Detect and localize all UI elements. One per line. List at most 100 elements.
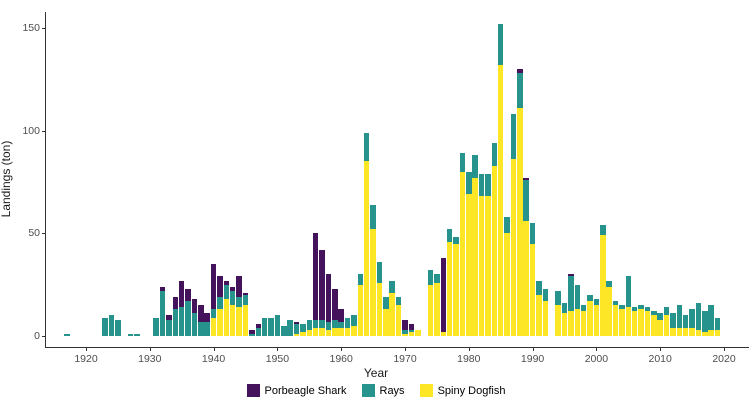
legend-item: Rays	[361, 384, 405, 397]
bar-1969-bar-segment-rays	[395, 296, 402, 306]
y-tick-mark	[42, 233, 45, 235]
bar-1962-bar-segment-rays	[351, 315, 357, 326]
bar-1955-bar-segment-rays	[306, 319, 313, 330]
bar-1983-bar-segment-rays	[485, 173, 491, 197]
bar-1995-bar-segment-rays	[561, 303, 568, 314]
bar-2011-bar-segment-rays	[663, 307, 670, 316]
legend-label: Spiny Dogfish	[437, 384, 506, 397]
bar-1951-bar-segment-rays	[281, 325, 287, 336]
bar-1955-bar-segment-spiny-dogfish	[306, 329, 313, 336]
bar-1928-bar-segment-rays	[134, 333, 140, 336]
bar-2006-bar-segment-spiny-dogfish	[631, 311, 638, 336]
x-tick-mark	[724, 348, 725, 351]
bar-1927-bar-segment-rays	[127, 333, 134, 336]
bar-1917-bar-segment-rays	[64, 333, 70, 336]
bar-1965-bar-segment-rays	[370, 204, 376, 230]
bar-1958-bar-segment-spiny-dogfish	[325, 329, 332, 336]
bar-1974-bar-segment-rays	[427, 270, 434, 285]
bar-1956-bar-segment-rays	[312, 319, 319, 328]
bar-2016-bar-segment-rays	[695, 303, 702, 330]
bar-1953-bar-segment-spiny-dogfish	[293, 333, 300, 336]
legend-swatch-porbeagle-shark	[246, 384, 260, 397]
bar-1983-bar-segment-spiny-dogfish	[485, 196, 491, 336]
bar-2007-bar-segment-spiny-dogfish	[638, 309, 644, 336]
bar-2003-bar-segment-rays	[612, 301, 619, 306]
bar-1999-bar-segment-rays	[587, 294, 593, 302]
bar-1975-bar-segment-spiny-dogfish	[434, 282, 440, 336]
bar-1988-bar-segment-porbeagle-shark	[517, 69, 523, 74]
bar-1946-bar-segment-porbeagle-shark	[249, 329, 255, 334]
bar-1987-bar-segment-spiny-dogfish	[510, 159, 517, 336]
bar-1931-bar-segment-rays	[153, 317, 159, 336]
bar-1960-bar-segment-rays	[338, 321, 344, 328]
bar-1935-bar-segment-porbeagle-shark	[178, 280, 185, 308]
bar-1966-bar-segment-rays	[376, 262, 383, 283]
bar-1954-bar-segment-spiny-dogfish	[300, 331, 306, 336]
bar-1987-bar-segment-rays	[510, 114, 517, 160]
bar-1943-bar-segment-rays	[229, 290, 236, 306]
bar-2000-bar-segment-spiny-dogfish	[593, 305, 600, 336]
bar-2002-bar-segment-rays	[606, 280, 612, 287]
bar-2009-bar-segment-rays	[651, 311, 657, 316]
bar-1971-bar-segment-rays	[408, 329, 415, 332]
bar-1999-bar-segment-spiny-dogfish	[587, 301, 593, 336]
bar-1945-bar-segment-porbeagle-shark	[242, 292, 249, 295]
x-tick-mark	[660, 348, 662, 351]
legend-swatch-rays	[361, 384, 375, 397]
bar-2001-bar-segment-rays	[600, 225, 606, 236]
bar-1984-bar-segment-spiny-dogfish	[491, 165, 498, 336]
bar-1953-bar-segment-porbeagle-shark	[293, 321, 300, 324]
bar-1933-bar-segment-rays	[166, 319, 172, 336]
bar-1961-bar-segment-spiny-dogfish	[344, 327, 351, 336]
bar-2005-bar-segment-rays	[625, 276, 632, 308]
bar-2010-bar-segment-rays	[657, 313, 663, 320]
bar-2004-bar-segment-spiny-dogfish	[619, 309, 625, 336]
bar-2007-bar-segment-rays	[638, 305, 644, 310]
bar-1947-bar-segment-rays	[255, 327, 261, 336]
legend-item: Porbeagle Shark	[246, 384, 347, 397]
bar-2015-bar-segment-rays	[689, 309, 695, 328]
x-tick-label: 2020	[712, 353, 736, 365]
bar-1968-bar-segment-spiny-dogfish	[389, 292, 395, 336]
bar-1932-bar-segment-porbeagle-shark	[159, 286, 166, 291]
bar-2009-bar-segment-spiny-dogfish	[651, 315, 657, 336]
bar-1981-bar-segment-spiny-dogfish	[472, 177, 478, 336]
bar-1985-bar-segment-spiny-dogfish	[497, 64, 504, 336]
bar-1996-bar-segment-porbeagle-shark	[568, 274, 574, 277]
legend-swatch-spiny-dogfish	[419, 384, 433, 397]
bar-1994-bar-segment-spiny-dogfish	[555, 305, 561, 336]
bar-1984-bar-segment-rays	[491, 142, 498, 166]
bar-1996-bar-segment-rays	[568, 276, 574, 312]
bar-1978-bar-segment-rays	[453, 237, 459, 244]
bar-1971-bar-segment-spiny-dogfish	[408, 331, 415, 336]
bar-1970-bar-segment-spiny-dogfish	[402, 333, 408, 336]
bar-1992-bar-segment-spiny-dogfish	[542, 301, 549, 336]
bar-1988-bar-segment-spiny-dogfish	[517, 108, 523, 336]
x-tick-mark	[341, 348, 343, 351]
x-tick-mark	[213, 348, 215, 351]
bar-1974-bar-segment-spiny-dogfish	[427, 284, 434, 336]
x-tick-label: 2000	[584, 353, 609, 365]
bar-1943-bar-segment-spiny-dogfish	[229, 305, 236, 336]
bar-1959-bar-segment-spiny-dogfish	[332, 327, 338, 336]
bar-1941-bar-segment-spiny-dogfish	[217, 309, 223, 336]
bar-1938-bar-segment-porbeagle-shark	[198, 305, 204, 322]
bar-2013-bar-segment-spiny-dogfish	[676, 327, 683, 336]
x-tick-label: 1930	[138, 353, 162, 365]
bar-1957-bar-segment-porbeagle-shark	[319, 249, 325, 320]
bar-1992-bar-segment-rays	[542, 288, 549, 302]
bar-1937-bar-segment-porbeagle-shark	[191, 299, 198, 314]
bar-1970-bar-segment-rays	[402, 329, 408, 334]
bar-1924-bar-segment-rays	[108, 315, 115, 336]
bar-1944-bar-segment-porbeagle-shark	[236, 276, 242, 297]
bar-1959-bar-segment-rays	[332, 319, 338, 328]
x-tick-label: 1940	[201, 353, 226, 365]
x-tick-mark	[86, 348, 87, 351]
bar-1942-bar-segment-spiny-dogfish	[223, 299, 230, 336]
x-tick-mark	[596, 348, 598, 351]
bar-1925-bar-segment-rays	[115, 319, 121, 336]
bar-1988-bar-segment-rays	[517, 73, 523, 109]
y-tick-label: 150	[22, 22, 40, 34]
bar-1941-bar-segment-porbeagle-shark	[217, 276, 223, 297]
bar-1976-bar-segment-spiny-dogfish	[440, 331, 447, 336]
